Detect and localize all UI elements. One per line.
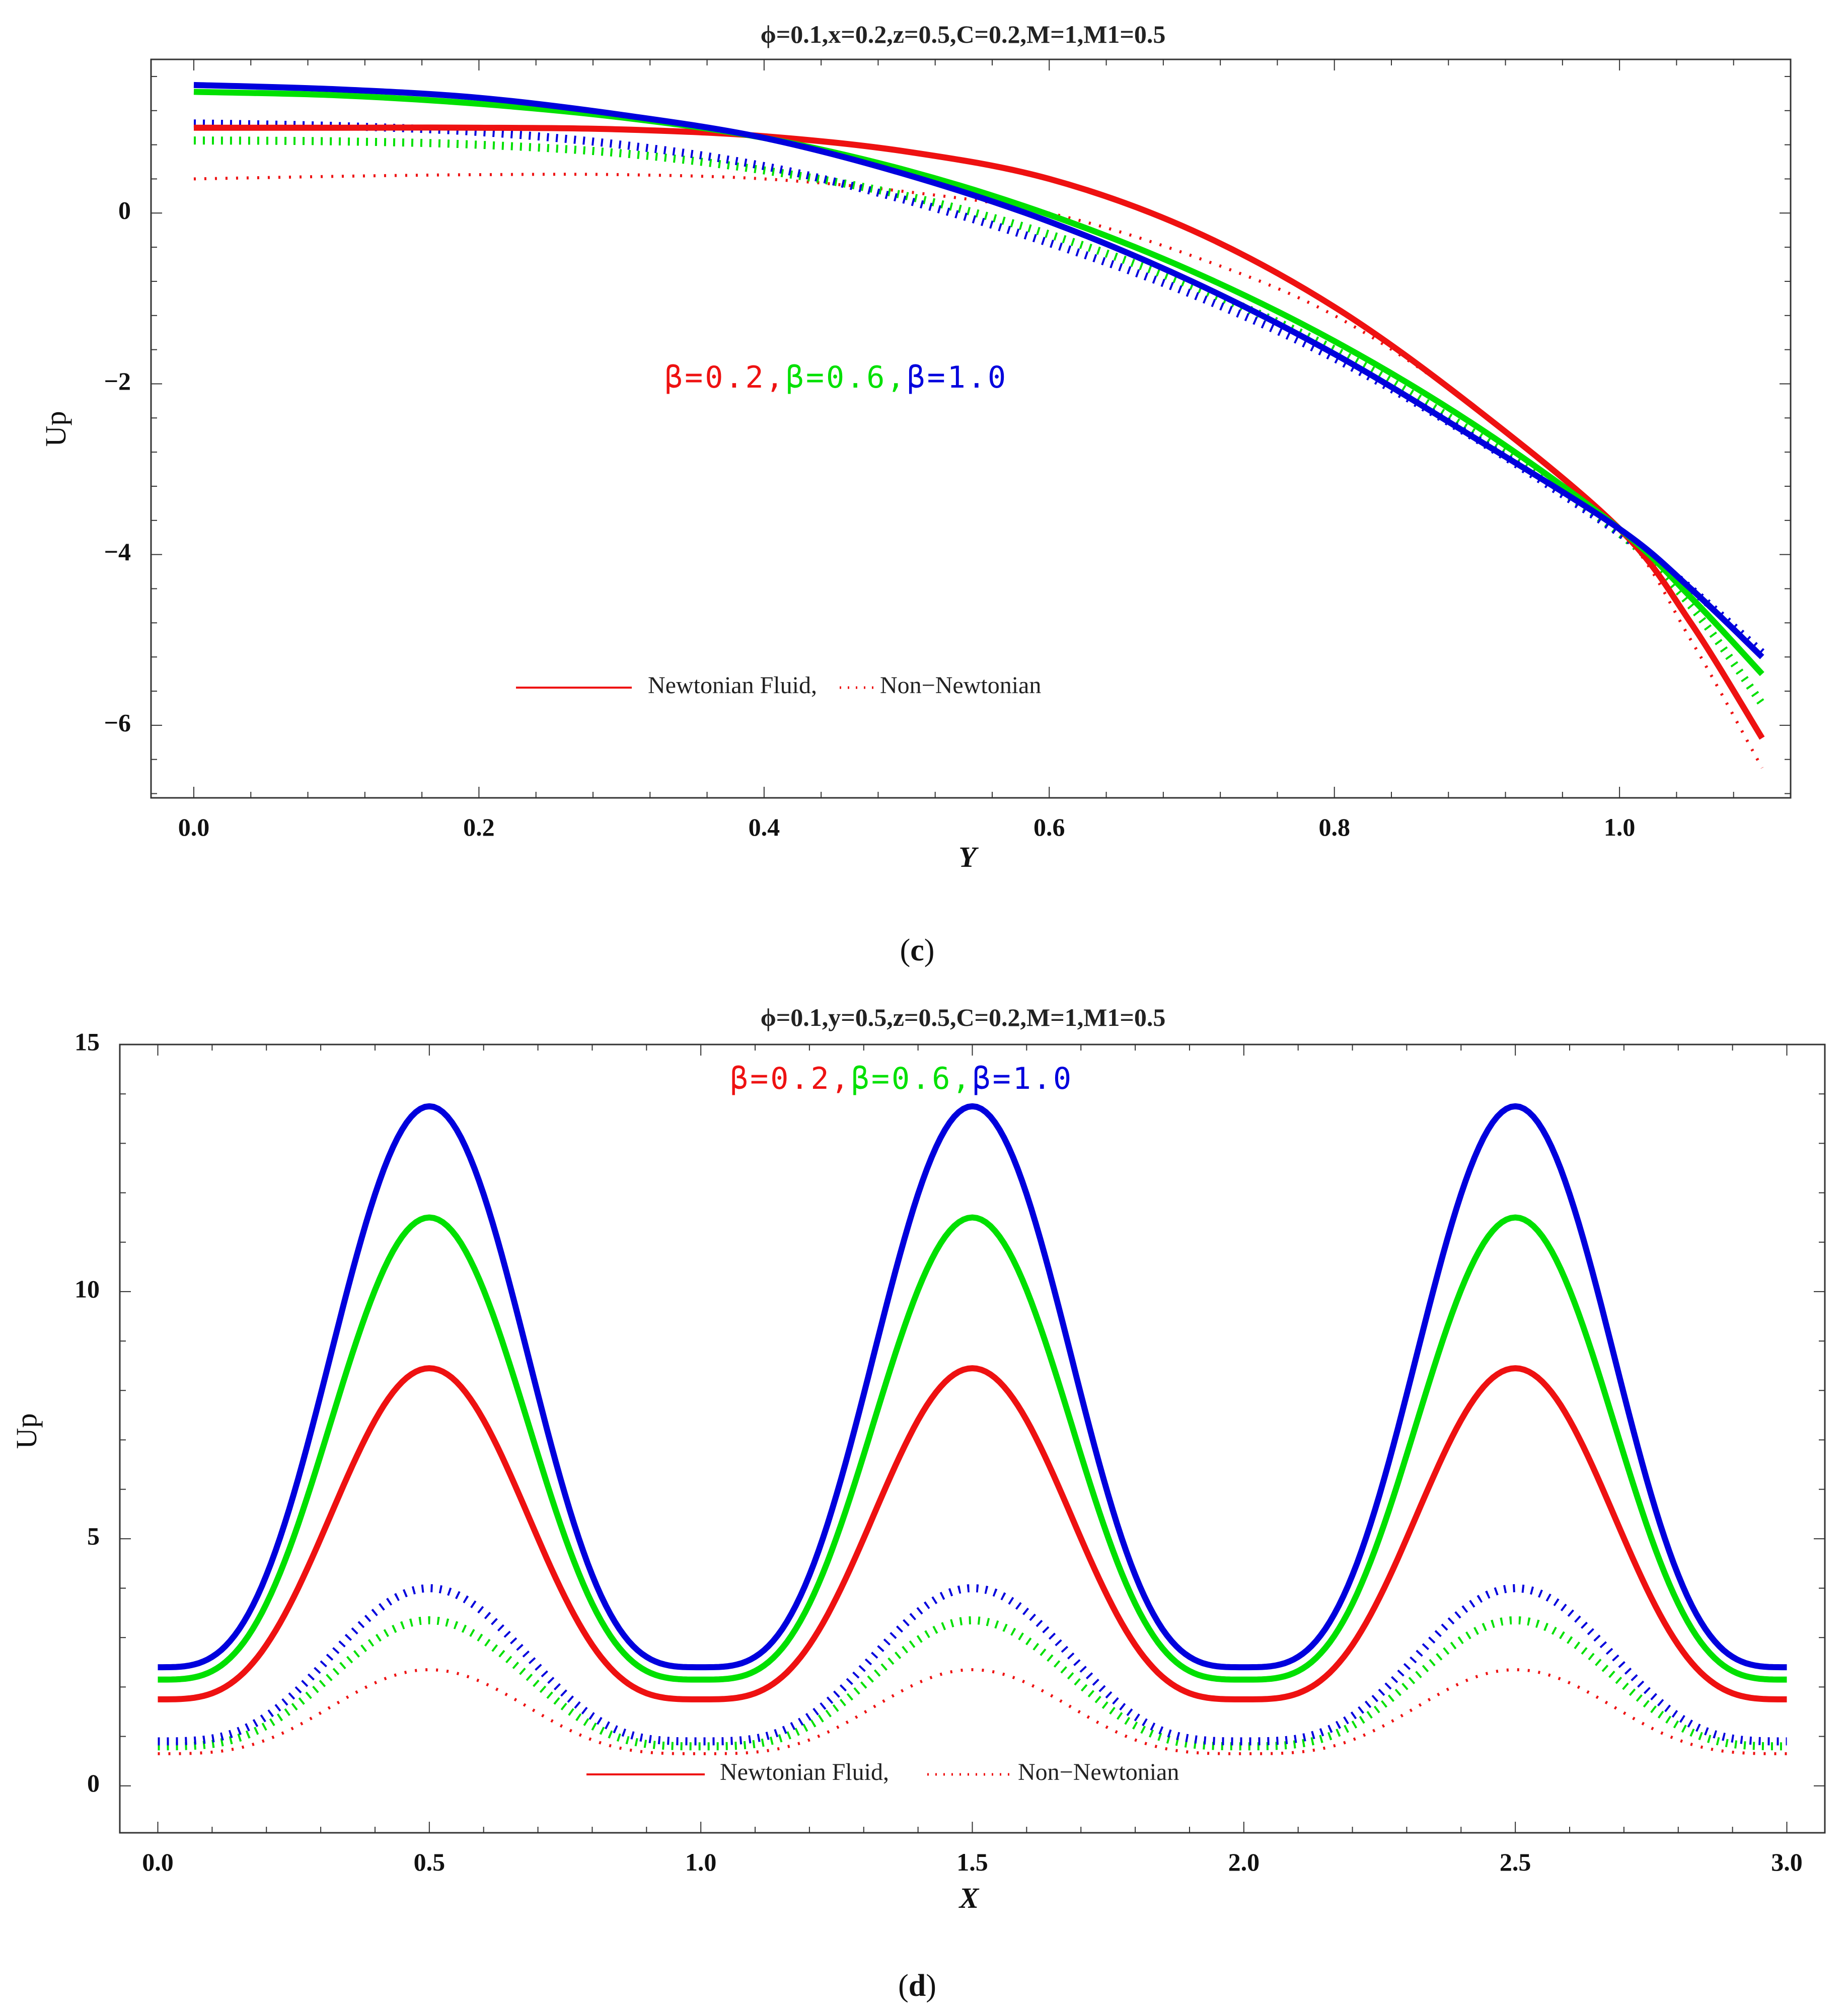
chart-c-panel-letter: c	[910, 933, 924, 967]
chart-d-series-blue-dotted	[158, 1584, 1787, 1746]
chart-d-legend-solid-label: Newtonian Fluid,	[720, 1759, 889, 1785]
chart-d-xtick-label: 3.0	[1771, 1848, 1803, 1876]
chart-c-legend: Newtonian Fluid, Non−Newtonian	[516, 672, 1041, 699]
chart-d-xtick-label: 0.0	[142, 1848, 174, 1876]
chart-d-beta-red: β=0.2,	[730, 1061, 851, 1096]
chart-c-plot-frame	[150, 58, 1792, 799]
chart-d-xtick-label: 2.0	[1228, 1848, 1260, 1876]
panel-d: ϕ=0.1,y=0.5,z=0.5,C=0.2,M=1,M1=0.5 0.0 0.…	[10, 1003, 1826, 2003]
chart-d-series-green-solid	[158, 1214, 1787, 1683]
chart-c-xtick-label: 0.4	[749, 813, 780, 841]
chart-c-beta-red: β=0.2,	[664, 360, 786, 395]
chart-c-xtick-label: 0.8	[1318, 813, 1350, 841]
chart-d-beta-label: β=0.2,β=0.6,β=1.0	[730, 1061, 1073, 1096]
chart-c-beta-label: β=0.2,β=0.6,β=1.0	[664, 360, 1008, 395]
chart-c-series-green-dotted	[193, 136, 1765, 707]
chart-c-ytick-label: −6	[104, 708, 131, 736]
chart-c-title: ϕ=0.1,x=0.2,z=0.5,C=0.2,M=1,M1=0.5	[761, 20, 1166, 48]
chart-c-xtick-label: 1.0	[1604, 813, 1636, 841]
chart-c-beta-blue: β=1.0	[907, 360, 1008, 395]
chart-c-ylabel: Up	[39, 411, 72, 447]
chart-c-panel-label: (c)	[900, 933, 935, 967]
chart-d-title: ϕ=0.1,y=0.5,z=0.5,C=0.2,M=1,M1=0.5	[761, 1003, 1166, 1031]
chart-d-panel-letter: d	[909, 1969, 926, 2003]
panel-c: ϕ=0.1,x=0.2,z=0.5,C=0.2,M=1,M1=0.5 0.0 0.…	[39, 20, 1792, 967]
chart-d-beta-green: β=0.6,	[851, 1061, 973, 1096]
chart-c-ytick-label: −4	[104, 538, 131, 566]
chart-c-ticks: 0.0 0.2 0.4 0.6 0.8 1.0 0 −2 −4 −6	[104, 59, 1791, 841]
chart-d-series	[158, 1103, 1787, 1755]
chart-d-ylabel: Up	[10, 1413, 43, 1449]
chart-c-legend-dotted-label: Non−Newtonian	[880, 672, 1041, 699]
chart-d-xtick-label: 2.5	[1500, 1848, 1531, 1876]
chart-c-beta-green: β=0.6,	[786, 360, 907, 395]
chart-c-ytick-label: −2	[104, 367, 131, 395]
chart-c-legend-solid-label: Newtonian Fluid,	[648, 672, 817, 699]
chart-d-legend: Newtonian Fluid, Non−Newtonian	[586, 1759, 1179, 1785]
chart-d-plot-frame	[119, 1043, 1826, 1834]
chart-d-series-blue-solid	[158, 1103, 1787, 1671]
chart-d-ytick-label: 0	[87, 1769, 100, 1797]
chart-d-xlabel: X	[958, 1882, 980, 1914]
chart-d-xtick-label: 1.0	[685, 1848, 717, 1876]
chart-c-xlabel: Y	[958, 841, 979, 873]
chart-d-xtick-label: 0.5	[414, 1848, 446, 1876]
chart-c-series	[193, 82, 1765, 769]
chart-c-xtick-label: 0.0	[178, 813, 210, 841]
chart-c-ytick-label: 0	[118, 196, 131, 225]
chart-d-legend-dotted-label: Non−Newtonian	[1018, 1759, 1179, 1785]
chart-d-xtick-label: 1.5	[956, 1848, 988, 1876]
chart-d-series-red-solid	[158, 1365, 1787, 1702]
chart-c-series-red-solid	[194, 124, 1765, 740]
chart-d-series-red-dotted	[158, 1668, 1787, 1755]
chart-d-ytick-label: 15	[75, 1027, 100, 1056]
chart-d-ytick-label: 5	[87, 1522, 100, 1550]
chart-d-panel-label: (d)	[898, 1969, 936, 2003]
chart-d-beta-blue: β=1.0	[973, 1061, 1074, 1096]
chart-d-ytick-label: 10	[75, 1275, 100, 1303]
chart-d-series-green-dotted	[158, 1616, 1787, 1751]
chart-c-xtick-label: 0.2	[463, 813, 495, 841]
chart-c-xtick-label: 0.6	[1033, 813, 1065, 841]
chart-d-ticks: 0.0 0.5 1.0 1.5 2.0 2.5 3.0 0 5 10 15	[75, 1027, 1825, 1876]
chart-c-series-blue-solid	[193, 82, 1764, 659]
